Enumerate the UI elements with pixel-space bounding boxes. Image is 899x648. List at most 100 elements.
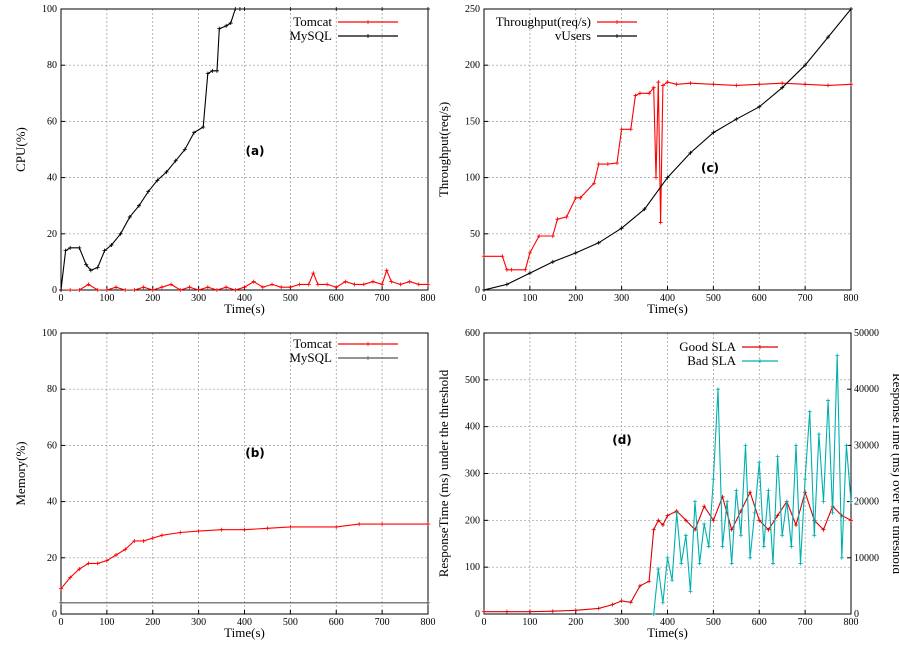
data-point xyxy=(482,609,486,614)
data-point xyxy=(658,220,663,225)
y-tick-label: 300 xyxy=(465,469,480,480)
data-point xyxy=(527,609,532,614)
data-point xyxy=(711,477,716,482)
x-tick-label: 600 xyxy=(752,293,767,304)
y-tick-label: 40 xyxy=(47,173,57,184)
data-point xyxy=(628,600,633,605)
data-point xyxy=(826,83,831,88)
data-point xyxy=(619,226,624,231)
data-point xyxy=(849,499,853,504)
y-axis-title: CPU(%) xyxy=(13,127,28,172)
data-point xyxy=(720,544,725,549)
data-point xyxy=(578,195,583,200)
x-tick-label: 600 xyxy=(329,293,344,304)
data-point xyxy=(132,538,137,543)
data-point xyxy=(482,288,486,292)
data-point xyxy=(527,250,532,255)
data-point xyxy=(224,23,229,28)
data-point xyxy=(504,267,509,272)
data-point xyxy=(77,288,82,292)
data-point xyxy=(748,490,753,495)
data-point xyxy=(210,68,215,73)
data-point xyxy=(136,203,141,208)
x-tick-label: 500 xyxy=(706,293,721,304)
data-point xyxy=(352,282,357,287)
legend-label: MySQL xyxy=(289,350,332,365)
data-point xyxy=(150,536,155,541)
y-tick-label: 20 xyxy=(47,553,57,564)
x-tick-label: 400 xyxy=(660,617,675,628)
data-point xyxy=(169,282,174,287)
data-point xyxy=(757,82,762,87)
data-point xyxy=(573,250,578,255)
data-point xyxy=(192,130,197,135)
data-point xyxy=(835,353,840,358)
data-point xyxy=(68,575,73,580)
y-tick-label: 80 xyxy=(47,60,57,71)
data-point xyxy=(380,522,385,527)
data-point xyxy=(357,522,362,527)
data-point xyxy=(426,7,430,11)
data-point xyxy=(665,80,670,85)
y2-tick-label: 10000 xyxy=(854,553,879,564)
data-point xyxy=(826,35,831,40)
x-tick-label: 400 xyxy=(660,293,675,304)
data-point xyxy=(711,82,716,87)
data-point xyxy=(214,68,219,73)
data-point xyxy=(647,91,652,96)
panel-label: (c) xyxy=(701,161,719,175)
data-point xyxy=(849,518,853,523)
data-point xyxy=(196,529,201,534)
panel-b: 0 100 200 300 400 500 600 700 800 0 20 40 60 80 100 Tim… xyxy=(13,328,436,640)
data-point xyxy=(102,248,107,253)
data-point xyxy=(564,214,569,219)
legend-marker xyxy=(615,34,619,38)
data-point xyxy=(683,533,688,538)
data-point xyxy=(325,282,330,287)
data-point xyxy=(660,600,665,605)
series-line-b-0 xyxy=(61,523,428,590)
data-point xyxy=(265,526,270,531)
data-point xyxy=(123,547,128,552)
data-point xyxy=(651,612,656,616)
data-point xyxy=(127,214,132,219)
data-point xyxy=(59,600,63,605)
data-point xyxy=(214,288,219,292)
data-point xyxy=(798,561,803,566)
data-point xyxy=(674,510,679,515)
data-point xyxy=(605,162,610,167)
data-point xyxy=(654,175,659,180)
data-point xyxy=(683,518,688,523)
y-tick-label: 0 xyxy=(475,285,480,296)
data-point xyxy=(555,217,560,222)
x-tick-label: 200 xyxy=(145,617,160,628)
data-point xyxy=(729,561,734,566)
data-point xyxy=(537,234,542,239)
data-point xyxy=(242,285,247,290)
y2-tick-label: 50000 xyxy=(854,328,879,339)
data-point xyxy=(426,522,430,527)
data-point xyxy=(628,127,633,132)
legend-marker xyxy=(366,356,370,360)
data-point xyxy=(665,175,670,180)
data-point xyxy=(416,282,421,287)
data-point xyxy=(159,285,164,290)
data-point xyxy=(807,409,812,414)
legend-marker xyxy=(366,342,370,346)
data-point xyxy=(619,598,624,603)
data-point xyxy=(86,561,91,566)
y-axis-title: Memory(%) xyxy=(13,441,28,505)
data-point xyxy=(95,561,100,566)
data-point xyxy=(816,432,821,437)
data-point xyxy=(251,279,256,284)
data-point xyxy=(656,80,661,85)
y2-tick-label: 30000 xyxy=(854,440,879,451)
data-point xyxy=(114,552,119,557)
data-point xyxy=(224,285,229,290)
series-line-d-1 xyxy=(653,355,851,614)
legend-label: Bad SLA xyxy=(687,353,736,368)
data-point xyxy=(86,282,91,287)
y-tick-label: 100 xyxy=(42,328,57,339)
data-point xyxy=(830,510,835,515)
